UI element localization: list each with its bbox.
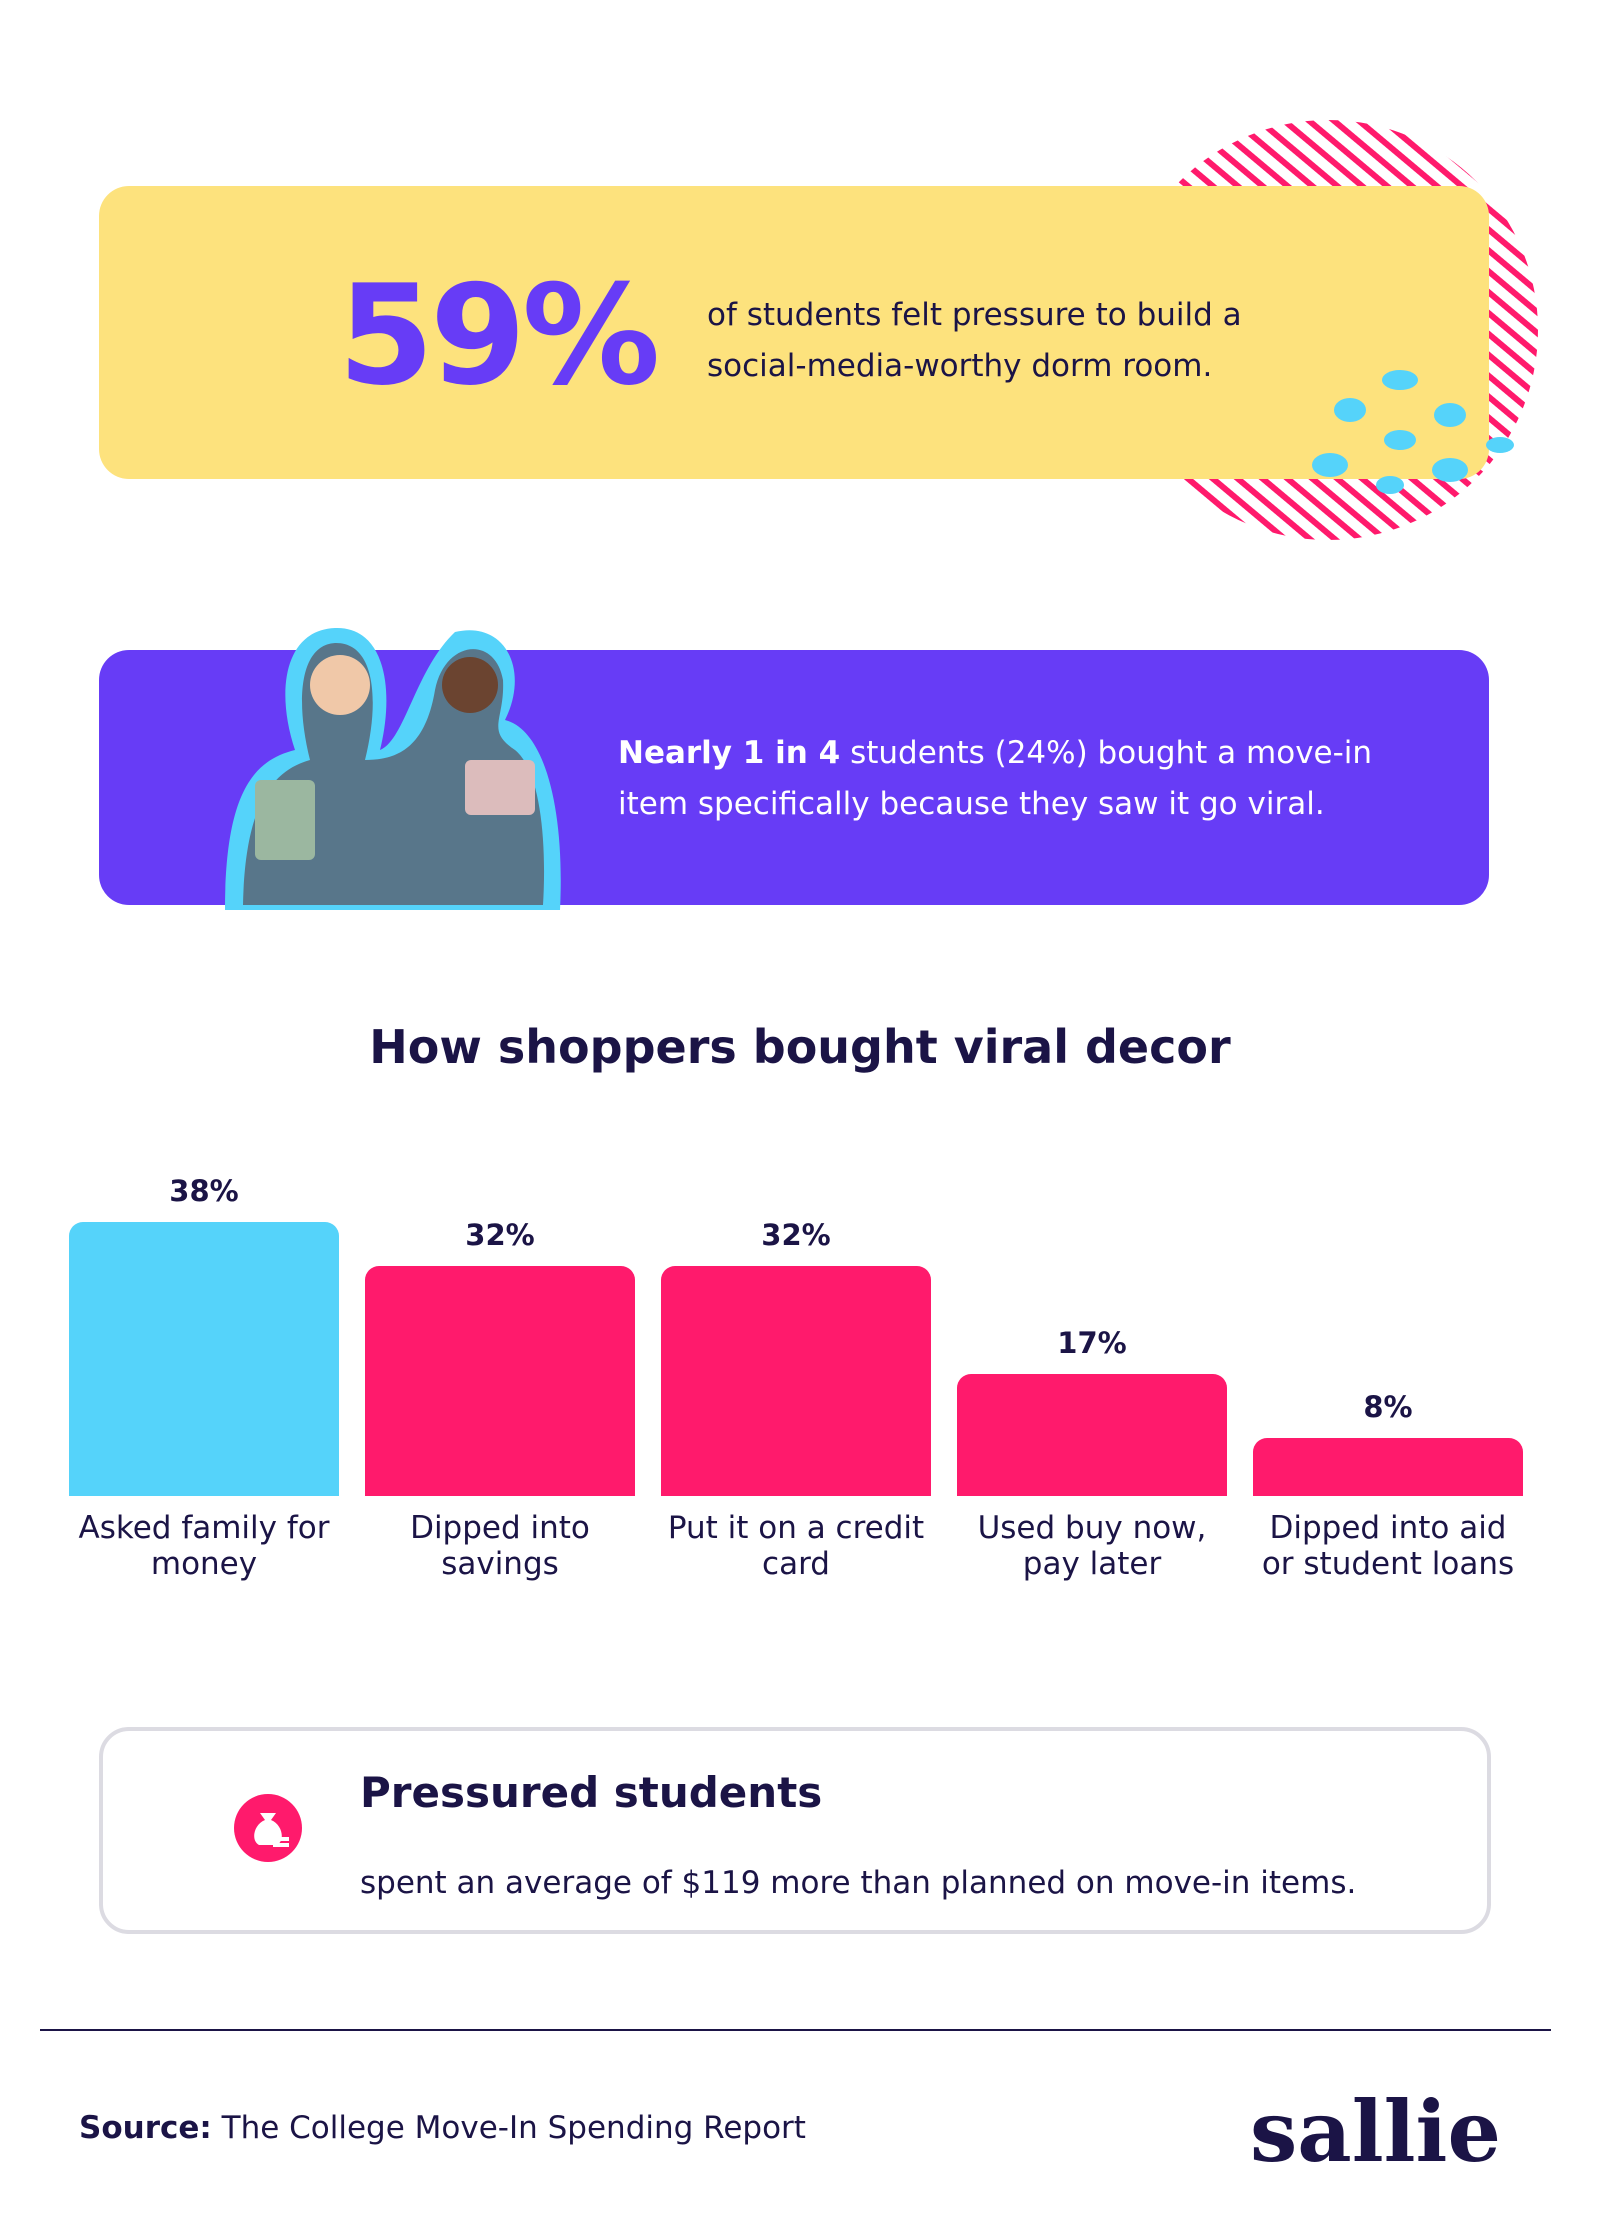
money-icon <box>234 1794 302 1862</box>
value-label: 17% <box>1057 1325 1127 1360</box>
bar <box>957 1373 1227 1496</box>
viral-text: Nearly 1 in 4 students (24%) bought a mo… <box>618 728 1398 830</box>
value-label: 32% <box>465 1217 535 1252</box>
source-text: The College Move-In Spending Report <box>221 2110 806 2146</box>
bar <box>365 1265 635 1496</box>
category-label: Put it on a credit card <box>667 1510 925 1582</box>
stat-figure: 59% <box>338 255 660 416</box>
viral-bold: Nearly 1 in 4 <box>618 735 841 771</box>
value-label: 32% <box>761 1217 831 1252</box>
bar <box>1253 1438 1523 1496</box>
blue-dabs <box>1312 370 1514 494</box>
callout-title: Pressured students <box>360 1768 823 1817</box>
value-label: 8% <box>1363 1390 1413 1425</box>
category-label: Dipped into savings <box>410 1510 590 1582</box>
value-label: 38% <box>169 1174 239 1209</box>
source: Source: The College Move-In Spending Rep… <box>79 2110 806 2146</box>
students-photo <box>225 627 561 910</box>
category-label: Used buy now, pay later <box>977 1510 1207 1582</box>
chart: 38% Asked family for money 32% Dipped into … <box>69 1174 1523 1582</box>
bar <box>69 1222 339 1496</box>
stat-text: of students felt pressure to build a soc… <box>707 297 1242 384</box>
stat-card <box>99 186 1489 479</box>
chart-title: How shoppers bought viral decor <box>369 1020 1231 1074</box>
category-label: Dipped into aid or student loans <box>1261 1510 1515 1582</box>
viral-rest: students (24%) bought a move-in item spe… <box>618 735 1373 822</box>
logo: sallie <box>1250 2082 1501 2181</box>
callout-text: spent an average of $119 more than plann… <box>360 1865 1357 1901</box>
bar <box>661 1265 931 1496</box>
source-label: Source: <box>79 2110 212 2146</box>
category-label: Asked family for money <box>78 1510 330 1582</box>
callout-card <box>99 1727 1491 1934</box>
divider <box>40 2029 1551 2031</box>
